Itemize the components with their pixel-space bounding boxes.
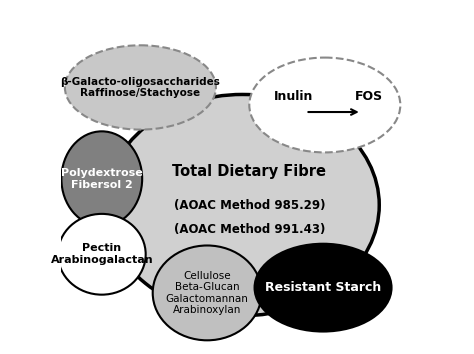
Text: Inulin: Inulin [273, 90, 313, 103]
Text: FOS: FOS [355, 90, 383, 103]
Ellipse shape [255, 244, 392, 332]
Text: Resistant Starch: Resistant Starch [265, 281, 381, 294]
Text: Pectin
Arabinogalactan: Pectin Arabinogalactan [50, 244, 153, 265]
Text: (AOAC Method 985.29): (AOAC Method 985.29) [173, 199, 325, 212]
Text: β-Galacto-oligosaccharides
Raffinose/Stachyose: β-Galacto-oligosaccharides Raffinose/Sta… [61, 76, 220, 98]
Text: (AOAC Method 991.43): (AOAC Method 991.43) [173, 223, 325, 236]
Ellipse shape [58, 214, 146, 295]
Ellipse shape [249, 58, 401, 153]
Ellipse shape [105, 95, 379, 316]
Ellipse shape [62, 131, 142, 226]
Text: Polydextrose
Fibersol 2: Polydextrose Fibersol 2 [61, 168, 143, 189]
Ellipse shape [65, 45, 216, 130]
Text: Cellulose
Beta-Glucan
Galactomannan
Arabinoxylan: Cellulose Beta-Glucan Galactomannan Arab… [166, 270, 248, 315]
Ellipse shape [153, 245, 262, 340]
Text: Total Dietary Fibre: Total Dietary Fibre [172, 164, 326, 179]
